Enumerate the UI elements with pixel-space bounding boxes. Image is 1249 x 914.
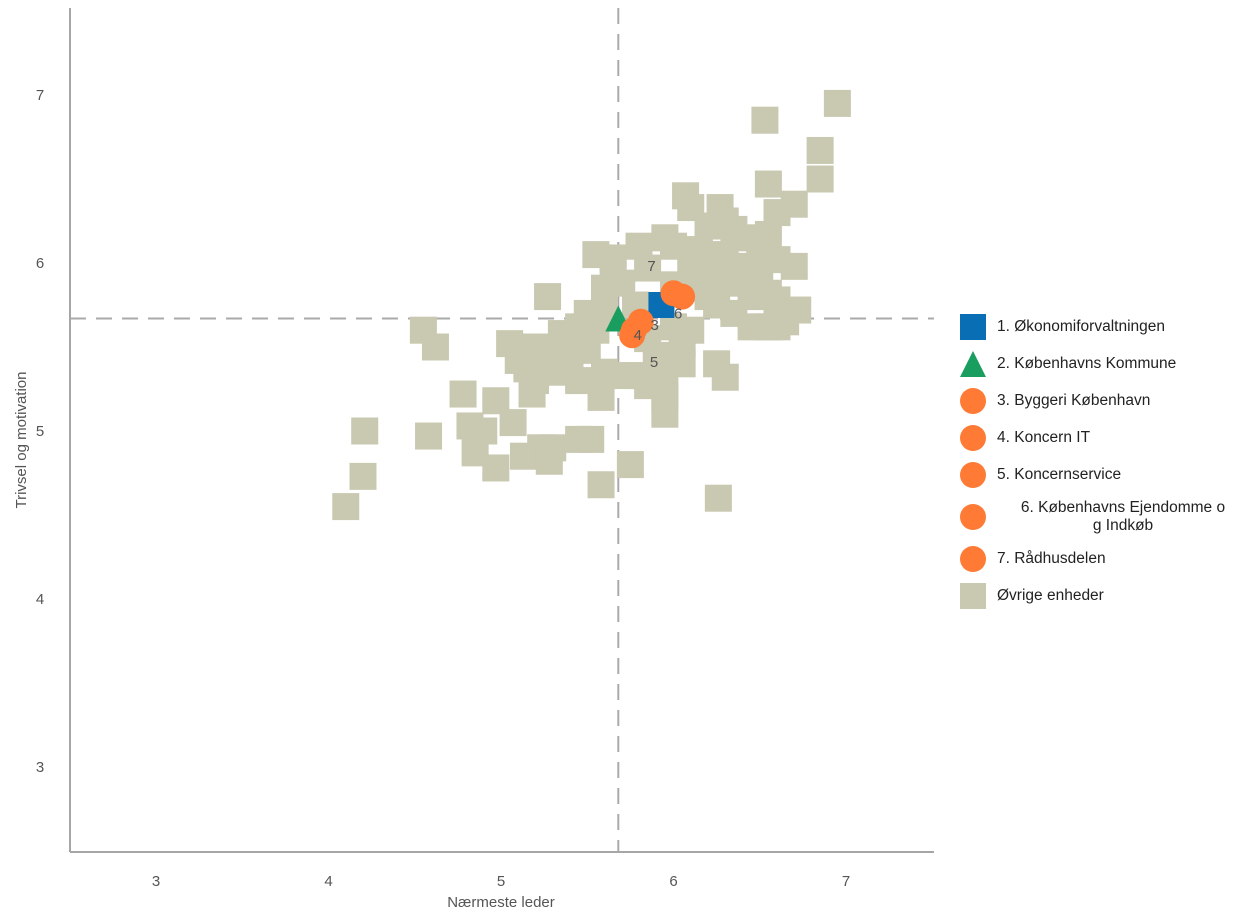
other-unit-point [704, 484, 732, 512]
other-unit-point [421, 333, 449, 361]
legend-label: 4. Koncern IT [997, 429, 1090, 447]
legend-symbol [960, 425, 986, 451]
legend-label-line: 7. Rådhusdelen [997, 550, 1106, 567]
other-unit-point [763, 313, 791, 341]
legend: 1. Økonomiforvaltningen 2. Københavns Kom… [960, 314, 1249, 620]
legend-item[interactable]: 7. Rådhusdelen [960, 546, 1249, 572]
legend-symbol [960, 314, 986, 340]
other-unit-point [534, 283, 562, 311]
legend-label-line: g Indkøb [1092, 517, 1154, 534]
other-unit-point [751, 106, 779, 134]
legend-label-line: 2. Københavns Kommune [997, 355, 1177, 372]
legend-marker-circle-icon [960, 462, 986, 488]
legend-label-line: 6. Københavns Ejendomme o [1020, 499, 1226, 516]
data-points [332, 89, 851, 521]
point-labels: 345 6 7 [634, 258, 683, 371]
other-unit-point [780, 252, 808, 280]
other-unit-point [349, 462, 377, 490]
legend-item[interactable]: 5. Koncernservice [960, 462, 1249, 488]
legend-symbol [960, 462, 986, 488]
highlight-point [619, 322, 646, 349]
point-label-3: 3 [651, 317, 659, 334]
other-unit-point [535, 447, 563, 475]
x-tick-label: 3 [152, 873, 160, 890]
legend-marker-circle-icon [960, 504, 986, 530]
other-unit-point [806, 165, 834, 193]
point-label-4: 4 [634, 327, 642, 344]
other-unit-point [509, 442, 537, 470]
other-unit-point [415, 422, 443, 450]
other-unit-point [660, 232, 687, 260]
y-axis-title: Trivsel og motivation [13, 372, 30, 509]
legend-label-line: 4. Koncern IT [997, 429, 1091, 446]
legend-label-line: Øvrige enheder [997, 587, 1104, 604]
legend-label: 2. Københavns Kommune [997, 355, 1176, 373]
other-unit-point [587, 471, 615, 499]
legend-item[interactable]: 1. Økonomiforvaltningen [960, 314, 1249, 340]
legend-item[interactable]: 3. Byggeri København [960, 388, 1249, 414]
legend-symbol [960, 546, 986, 572]
other-unit-point [577, 425, 605, 453]
other-unit-point [616, 451, 644, 479]
reference-lines [70, 8, 934, 852]
legend-label-line: 5. Koncernservice [997, 466, 1122, 483]
x-tick-label: 4 [324, 873, 332, 890]
other-unit-point [651, 400, 679, 428]
y-tick-label: 7 [36, 87, 44, 104]
chart-axes [69, 8, 934, 853]
point-label-6: 6 [674, 306, 682, 323]
other-unit-point [634, 254, 662, 282]
legend-marker-square-icon [960, 314, 986, 340]
other-unit-point [449, 380, 477, 408]
legend-symbol [960, 351, 986, 377]
legend-label: 5. Koncernservice [997, 466, 1121, 484]
legend-item[interactable]: 4. Koncern IT [960, 425, 1249, 451]
other-unit-point [518, 380, 546, 408]
other-unit-point [823, 89, 851, 117]
other-unit-point [754, 170, 782, 198]
other-unit-point [806, 136, 834, 164]
y-tick-label: 6 [36, 255, 44, 272]
legend-symbol [960, 583, 986, 609]
legend-item[interactable]: 2. Københavns Kommune [960, 351, 1249, 377]
legend-label: Øvrige enheder [997, 587, 1104, 605]
legend-marker-circle-icon [960, 388, 986, 414]
other-unit-point [587, 383, 615, 411]
legend-marker-circle-icon [960, 546, 986, 572]
other-unit-point [711, 363, 739, 391]
legend-symbol [960, 504, 986, 530]
y-tick-label: 5 [36, 423, 44, 440]
other-unit-point [351, 417, 379, 445]
legend-item[interactable]: Øvrige enheder [960, 583, 1249, 609]
point-label-5: 5 [650, 354, 658, 371]
legend-label: 1. Økonomiforvaltningen [997, 318, 1165, 336]
y-tick-label: 4 [36, 591, 44, 608]
x-tick-label: 5 [497, 873, 505, 890]
other-unit-point [499, 409, 527, 437]
x-tick-label: 6 [669, 873, 677, 890]
other-unit-point [332, 493, 360, 521]
legend-label: 7. Rådhusdelen [997, 550, 1106, 568]
x-tick-label: 7 [842, 873, 850, 890]
legend-marker-square-icon [960, 583, 986, 609]
legend-marker-triangle-icon [960, 351, 986, 377]
point-label-7: 7 [647, 258, 655, 275]
other-unit-point [694, 212, 722, 240]
legend-label-line: 1. Økonomiforvaltningen [997, 318, 1166, 335]
legend-marker-circle-icon [960, 425, 986, 451]
x-axis-title: Nærmeste leder [447, 894, 555, 911]
legend-label-line: 3. Byggeri København [997, 392, 1151, 409]
legend-label: 3. Byggeri København [997, 392, 1150, 410]
y-tick-label: 3 [36, 759, 44, 776]
legend-symbol [960, 388, 986, 414]
other-unit-point [482, 454, 510, 482]
other-unit-point [668, 350, 696, 378]
highlight-point [660, 280, 687, 307]
